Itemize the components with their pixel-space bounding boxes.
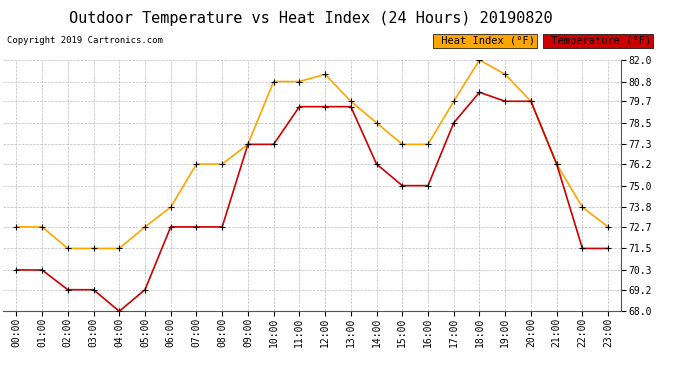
Text: Heat Index (°F): Heat Index (°F)	[435, 36, 535, 46]
Text: Copyright 2019 Cartronics.com: Copyright 2019 Cartronics.com	[7, 36, 163, 45]
Text: Temperature (°F): Temperature (°F)	[545, 36, 651, 46]
Text: Outdoor Temperature vs Heat Index (24 Hours) 20190820: Outdoor Temperature vs Heat Index (24 Ho…	[69, 11, 552, 26]
